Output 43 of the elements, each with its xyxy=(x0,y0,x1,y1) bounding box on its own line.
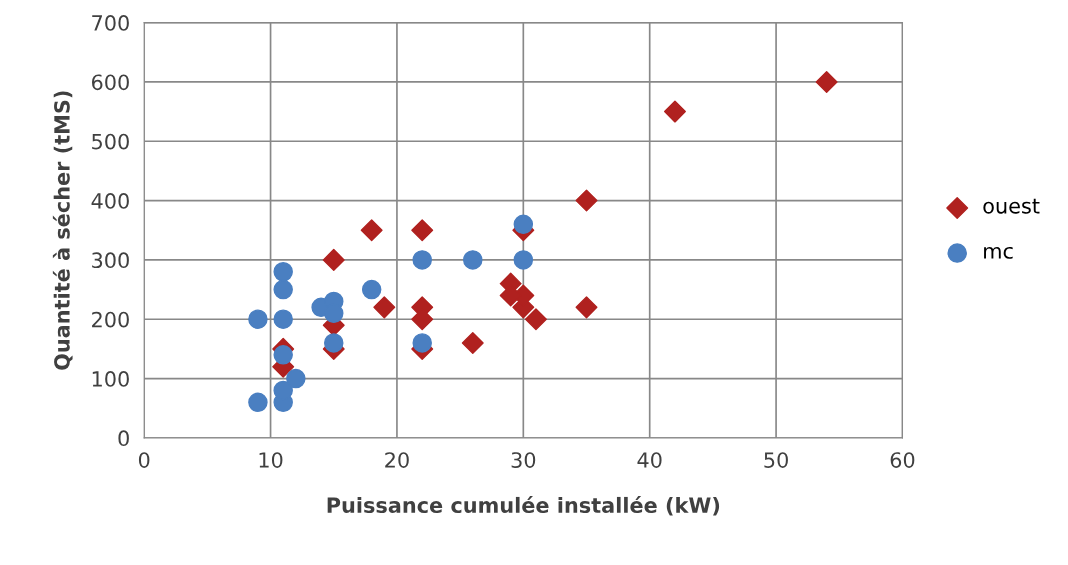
point xyxy=(412,250,432,270)
legend-label: ouest xyxy=(983,198,1040,214)
y-axis-title: Quantité à sécher (tMS) xyxy=(52,91,73,370)
y-tick-label: 700 xyxy=(92,15,129,31)
point xyxy=(322,248,345,271)
point xyxy=(361,279,382,300)
point xyxy=(412,333,432,353)
point xyxy=(248,309,268,329)
x-tick-label: 10 xyxy=(259,452,283,468)
y-tick-label: 600 xyxy=(91,74,129,91)
point xyxy=(524,308,547,331)
point xyxy=(273,309,293,329)
point xyxy=(248,392,268,413)
point xyxy=(513,214,534,235)
x-tick-label: 50 xyxy=(764,452,788,468)
x-tick-label: 20 xyxy=(385,452,409,468)
x-axis-title: Puissance cumulée installée (kW) xyxy=(327,496,720,516)
x-tick-label: 40 xyxy=(637,452,662,468)
point xyxy=(273,345,293,365)
y-tick-label: 0 xyxy=(118,430,129,447)
y-tick-label: 400 xyxy=(91,193,129,209)
y-tick-label: 100 xyxy=(92,371,129,387)
point xyxy=(575,189,598,212)
point xyxy=(273,279,293,300)
point xyxy=(286,368,306,389)
y-tick-label: 300 xyxy=(92,252,129,269)
legend-label: mc xyxy=(984,246,1013,259)
x-tick-label: 60 xyxy=(890,452,915,468)
point xyxy=(513,250,534,270)
point xyxy=(815,70,838,93)
y-tick-label: 500 xyxy=(92,133,129,150)
point xyxy=(411,219,434,242)
point xyxy=(273,262,293,282)
point xyxy=(461,331,484,354)
point xyxy=(373,296,396,319)
x-tick-label: 0 xyxy=(138,452,150,468)
point xyxy=(324,333,344,353)
y-tick-label: 200 xyxy=(92,311,129,328)
x-tick-label: 30 xyxy=(511,452,536,468)
point xyxy=(663,100,686,123)
point xyxy=(463,250,483,270)
point xyxy=(575,296,598,319)
point xyxy=(360,219,383,242)
